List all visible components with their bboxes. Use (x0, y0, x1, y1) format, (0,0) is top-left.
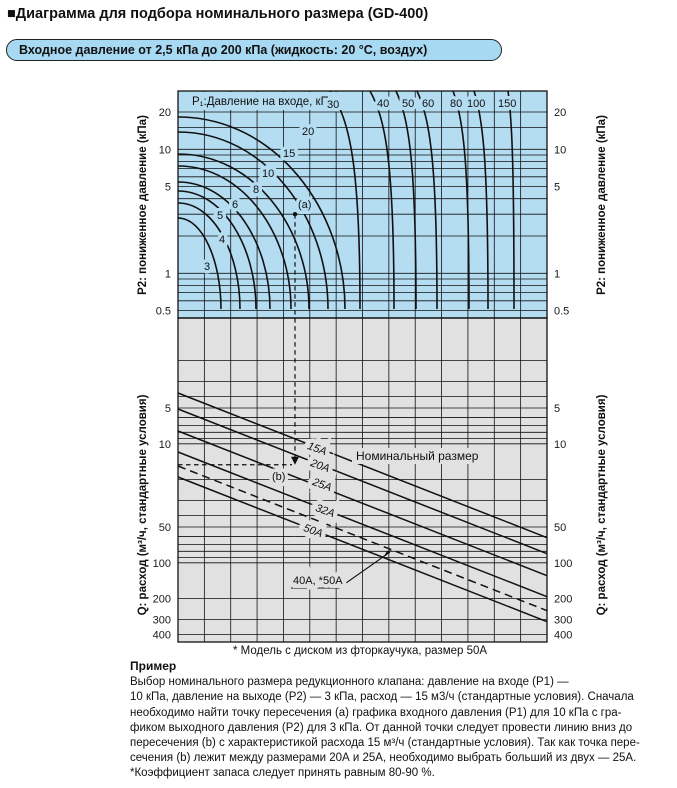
p1-curve-3 (177, 217, 222, 310)
svg-text:50: 50 (159, 522, 171, 534)
p1-curves (177, 90, 515, 310)
svg-text:15: 15 (283, 148, 295, 160)
size-lines (177, 392, 548, 623)
p1-curve-10 (177, 153, 310, 310)
svg-text:30: 30 (327, 99, 339, 111)
svg-text:1: 1 (554, 268, 560, 280)
svg-text:5: 5 (165, 403, 171, 415)
svg-text:3: 3 (204, 261, 210, 273)
size-line-32A (177, 451, 548, 598)
svg-text:100: 100 (467, 98, 485, 110)
svg-text:5: 5 (554, 403, 560, 415)
svg-text:10: 10 (159, 439, 171, 451)
sizing-chart: P₁:Давление на входе, кПа 3 4 5 6 8 10 15 20 30 40… (137, 90, 608, 643)
svg-text:100: 100 (554, 558, 572, 570)
callout-leader-line (291, 551, 391, 589)
svg-text:5: 5 (165, 182, 171, 194)
svg-text:10: 10 (262, 168, 274, 180)
chart-footnote: * Модель с диском из фторкаучука, размер… (233, 645, 488, 657)
example-line: фиком выходного давления (P2) для 3 кПа.… (130, 721, 633, 734)
svg-text:5: 5 (554, 182, 560, 194)
construction-lines (178, 214, 296, 466)
tick-labels: 20 20 10 10 5 5 1 1 0.5 0.5 5 5 10 10 50 50 100 100 200 200… (153, 107, 573, 641)
svg-text:4: 4 (219, 234, 225, 246)
svg-text:0.5: 0.5 (156, 306, 171, 318)
callout-text: 40A, *50A (293, 575, 343, 587)
example-line: пересечения (b) с характеристикой расход… (130, 737, 640, 750)
point-b-label: (b) (272, 471, 285, 483)
size-line-20A (177, 408, 548, 555)
p1-curve-8 (177, 165, 292, 310)
p1-curve-60 (416, 90, 438, 310)
p1-axis-header: P₁:Давление на входе, кПа (192, 96, 336, 108)
example-line: Выбор номинального размера редукционного… (130, 676, 569, 689)
p2-axis-title-right: P2: пониженное давление (кПа) (596, 115, 608, 295)
svg-text:300: 300 (554, 615, 572, 627)
nominal-size-label-bg (352, 448, 482, 464)
size-line-50A (177, 476, 548, 623)
svg-text:5: 5 (217, 210, 223, 222)
svg-text:60: 60 (422, 98, 434, 110)
svg-text:8: 8 (253, 184, 259, 196)
p1-curve-15 (177, 131, 329, 310)
size-line-40A (177, 465, 548, 612)
svg-text:400: 400 (554, 629, 572, 641)
svg-text:50: 50 (554, 522, 566, 534)
point-b-arrowhead-icon (291, 456, 299, 465)
p1-curve-40 (369, 90, 395, 310)
svg-text:10: 10 (554, 144, 566, 156)
pressure-range-banner: Входное давление от 2,5 кПа до 200 кПа (… (6, 39, 502, 61)
p1-curve-50 (395, 90, 417, 310)
svg-text:80: 80 (450, 98, 462, 110)
svg-text:300: 300 (153, 615, 171, 627)
upper-header-bg (182, 92, 352, 110)
svg-text:6: 6 (232, 199, 238, 211)
q-axis-title-left: Q: расход (м³/ч, стандартные условия) (137, 394, 149, 615)
p2-axis-title-left: P2: пониженное давление (кПа) (137, 115, 149, 295)
page-title: ■Диаграмма для подбора номинального разм… (7, 6, 429, 22)
size-line-15A (177, 392, 548, 539)
example-line: *Коэффициент запаса следует принять равн… (130, 767, 435, 780)
svg-text:20: 20 (302, 126, 314, 138)
p1-curve-4 (177, 202, 241, 310)
example-line: сечения (b) лежит между размерами 20А и … (130, 752, 637, 765)
svg-text:150: 150 (498, 98, 516, 110)
svg-text:100: 100 (153, 558, 171, 570)
svg-text:40: 40 (377, 98, 389, 110)
p1-curve-80 (452, 90, 470, 310)
p1-curve-5 (177, 190, 257, 310)
point-a-label: (a) (298, 199, 311, 211)
svg-text:20: 20 (554, 107, 566, 119)
callout-arrowhead-icon (383, 550, 392, 558)
p1-curve-6 (177, 181, 271, 310)
svg-text:400: 400 (153, 629, 171, 641)
p1-curve-100 (473, 90, 489, 310)
svg-text:0.5: 0.5 (554, 306, 569, 318)
svg-text:1: 1 (165, 268, 171, 280)
example-line: 10 кПа, давление на выходе (P2) — 3 кПа,… (130, 691, 634, 704)
size-line-25A (177, 430, 548, 577)
nominal-size-label: Номинальный размер (356, 449, 479, 463)
svg-text:10: 10 (554, 439, 566, 451)
svg-text:50: 50 (402, 98, 414, 110)
q-axis-title-right: Q: расход (м³/ч, стандартные условия) (596, 394, 608, 615)
p1-curve-labels: 3 4 56 810 15 20 30 40 50 60 80 100 150 (201, 95, 520, 277)
p1-curve-20 (177, 116, 346, 310)
svg-text:20: 20 (159, 107, 171, 119)
example-line: необходимо найти точку пересечения (a) г… (130, 706, 622, 719)
point-a-dot (292, 211, 298, 217)
example-block: Пример Выбор номинального размера редукц… (130, 659, 676, 782)
svg-text:200: 200 (554, 594, 572, 606)
example-heading: Пример (130, 659, 177, 673)
p1-curve-150 (507, 90, 515, 310)
svg-text:200: 200 (153, 594, 171, 606)
svg-text:10: 10 (159, 144, 171, 156)
